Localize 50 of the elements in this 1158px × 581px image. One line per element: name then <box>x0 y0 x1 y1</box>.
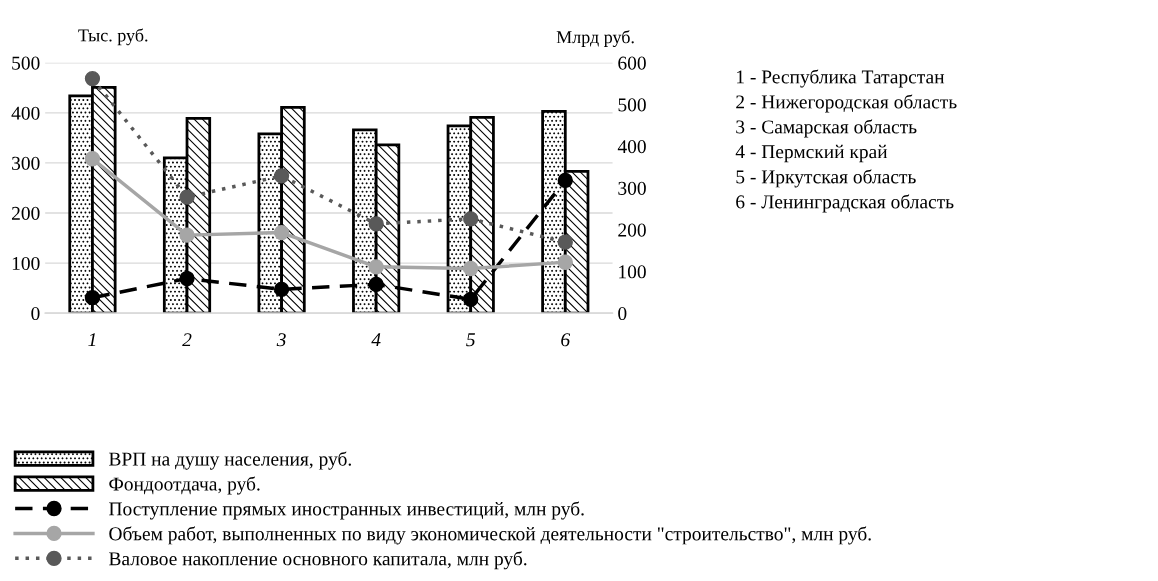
y2-axis-title: Млрд руб. <box>556 30 634 48</box>
y2-tick-label: 100 <box>619 265 646 279</box>
point <box>463 260 479 277</box>
point <box>84 151 101 167</box>
point <box>179 189 195 205</box>
y2-tick-label: 0 <box>618 306 627 321</box>
legend-label: Поступление прямых иностранных инвестиций, млн руб. <box>109 501 584 520</box>
y2-tick-label: 400 <box>617 140 646 154</box>
point <box>273 168 290 184</box>
point <box>463 291 479 308</box>
point <box>557 254 573 270</box>
legend-label: Валовое накопление основного капитала, млн руб. <box>109 551 527 570</box>
legend-label: Фондоотдача, руб. <box>109 476 260 495</box>
point <box>368 216 384 232</box>
y2-tick-label: 500 <box>618 98 646 112</box>
point <box>557 172 573 189</box>
point <box>368 276 384 293</box>
x-tick-label: 3 <box>276 333 286 347</box>
text: 2 - Нижегородская область <box>736 94 957 113</box>
text: 6 - Ленинградская область <box>736 194 954 213</box>
legend-label: Объем работ, выполненных по виду экономической деятельности "строительство", млн руб. <box>109 526 871 545</box>
point <box>557 234 573 250</box>
point <box>368 259 384 275</box>
point <box>463 211 479 227</box>
point <box>273 224 290 241</box>
y2-tick-label: 300 <box>618 181 646 195</box>
point <box>179 270 195 287</box>
y-axis-title: Тыс. руб. <box>78 28 148 46</box>
y-tick-label: 100 <box>12 256 40 271</box>
y-tick-label: 400 <box>11 106 40 120</box>
x-tick-label: 6 <box>561 333 571 347</box>
y-tick-label: 0 <box>31 306 40 321</box>
y2-tick-label: 600 <box>618 56 646 70</box>
y-tick-label: 200 <box>11 206 40 220</box>
y2-tick-label: 200 <box>618 223 646 237</box>
y-tick-label: 500 <box>12 56 40 70</box>
point <box>179 227 195 243</box>
x-tick-label: 4 <box>371 333 381 347</box>
x-tick-label: 1 <box>88 333 96 347</box>
x-tick-label: 2 <box>182 333 192 347</box>
text: 4 - Пермский край <box>735 144 888 163</box>
text: 1 - Республика Татарстан <box>737 69 945 88</box>
point <box>273 281 290 298</box>
point <box>84 70 101 87</box>
y-tick-label: 300 <box>12 156 40 170</box>
text: 5 - Иркутская область <box>736 169 916 188</box>
x-tick-label: 5 <box>466 333 476 347</box>
legend-label: ВРП на душу населения, руб. <box>109 451 351 470</box>
point <box>84 290 101 306</box>
text: 3 - Самарская область <box>736 119 917 138</box>
